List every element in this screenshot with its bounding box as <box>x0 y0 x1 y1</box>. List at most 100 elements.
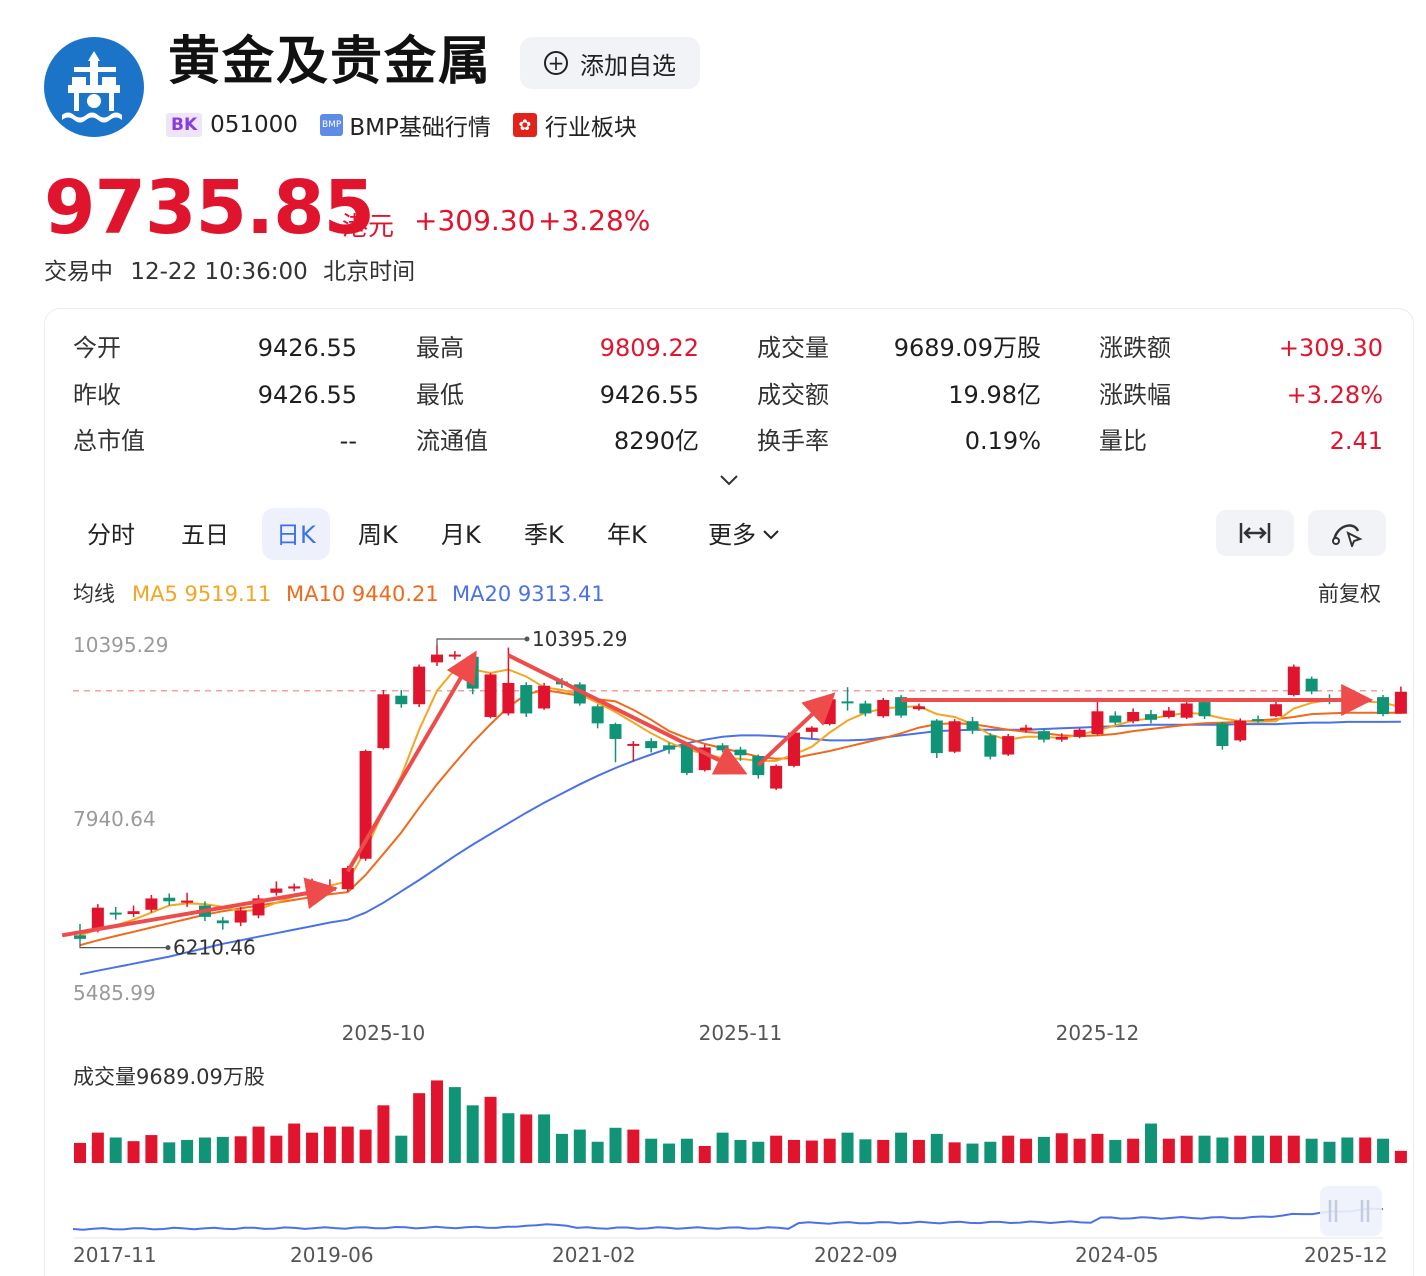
volume-bar[interactable] <box>1091 1133 1104 1163</box>
candle[interactable] <box>1020 724 1033 733</box>
volume-bar[interactable] <box>466 1105 479 1163</box>
candle[interactable] <box>520 682 533 717</box>
tab-4[interactable]: 月K <box>441 521 481 549</box>
volume-bar[interactable] <box>1216 1137 1229 1164</box>
volume-bar[interactable] <box>520 1114 533 1163</box>
adjust-mode-toggle[interactable]: 前复权 <box>1318 582 1381 606</box>
volume-bar[interactable] <box>270 1135 283 1163</box>
candle[interactable] <box>1055 733 1068 742</box>
volume-bar[interactable] <box>823 1138 836 1163</box>
volume-bar[interactable] <box>502 1113 515 1163</box>
candle[interactable] <box>109 906 122 920</box>
candle[interactable] <box>841 687 854 711</box>
candle[interactable] <box>1037 729 1050 743</box>
draw-tool-button[interactable] <box>1308 510 1386 556</box>
volume-bar[interactable] <box>448 1087 461 1163</box>
volume-bar[interactable] <box>591 1141 604 1163</box>
volume-bar[interactable] <box>1162 1138 1175 1163</box>
volume-bar[interactable] <box>734 1139 747 1163</box>
candle[interactable] <box>395 690 408 708</box>
volume-bar[interactable] <box>645 1138 658 1163</box>
volume-bar[interactable] <box>627 1129 640 1163</box>
candle[interactable] <box>288 883 301 892</box>
candle[interactable] <box>1091 701 1104 736</box>
candle[interactable] <box>680 743 693 776</box>
candle[interactable] <box>1145 709 1157 724</box>
more-chevron-icon[interactable] <box>762 528 780 542</box>
candle[interactable] <box>413 664 426 708</box>
volume-bar[interactable] <box>752 1141 765 1163</box>
candle[interactable] <box>181 892 194 907</box>
tab-6[interactable]: 年K <box>607 521 647 549</box>
volume-bar[interactable] <box>431 1080 443 1163</box>
candle[interactable] <box>1162 707 1175 719</box>
candle[interactable] <box>1234 718 1247 742</box>
volume-bar[interactable] <box>538 1114 551 1163</box>
fit-width-button[interactable] <box>1216 510 1294 556</box>
overview-range-handle[interactable] <box>1320 1186 1382 1236</box>
volume-bar[interactable] <box>877 1139 890 1163</box>
volume-bar[interactable] <box>788 1139 800 1163</box>
tab-3[interactable]: 周K <box>358 521 398 549</box>
candle[interactable] <box>448 651 461 660</box>
candle[interactable] <box>859 700 872 717</box>
volume-bar[interactable] <box>1359 1137 1372 1164</box>
volume-bar[interactable] <box>181 1139 194 1163</box>
candle[interactable] <box>627 741 640 762</box>
volume-bar[interactable] <box>377 1105 390 1163</box>
volume-bar[interactable] <box>395 1135 408 1163</box>
tab-5[interactable]: 季K <box>524 521 564 549</box>
candle[interactable] <box>948 719 961 754</box>
candle[interactable] <box>788 731 800 768</box>
candle[interactable] <box>163 893 176 906</box>
volume-bar[interactable] <box>74 1142 86 1163</box>
volume-bar[interactable] <box>895 1132 908 1163</box>
candle[interactable] <box>502 647 515 716</box>
volume-bar[interactable] <box>127 1141 140 1163</box>
volume-bar[interactable] <box>484 1096 497 1163</box>
volume-bar[interactable] <box>91 1132 104 1163</box>
candle[interactable] <box>145 894 158 913</box>
candle[interactable] <box>1377 694 1390 717</box>
candle[interactable] <box>591 704 604 729</box>
volume-bar[interactable] <box>698 1146 711 1163</box>
candle[interactable] <box>770 764 783 790</box>
volume-bar[interactable] <box>966 1143 979 1163</box>
expand-chevron-icon[interactable] <box>718 472 740 488</box>
volume-bar[interactable] <box>1002 1135 1015 1163</box>
volume-bar[interactable] <box>323 1126 336 1163</box>
candle[interactable] <box>1394 686 1407 714</box>
candle[interactable] <box>127 905 140 917</box>
volume-bar[interactable] <box>716 1132 729 1163</box>
candle[interactable] <box>930 719 943 759</box>
volume-bar[interactable] <box>234 1136 247 1163</box>
volume-bar[interactable] <box>805 1140 818 1163</box>
volume-bar[interactable] <box>1020 1138 1033 1163</box>
volume-bar[interactable] <box>198 1137 211 1164</box>
candle[interactable] <box>252 894 265 919</box>
candle[interactable] <box>1216 721 1229 750</box>
candle[interactable] <box>609 722 622 763</box>
volume-bar[interactable] <box>770 1135 783 1163</box>
candle[interactable] <box>645 738 658 753</box>
volume-bar[interactable] <box>1252 1135 1265 1163</box>
candle[interactable] <box>1252 715 1265 723</box>
candle[interactable] <box>538 682 551 710</box>
volume-bar[interactable] <box>109 1137 122 1164</box>
volume-bar[interactable] <box>555 1133 568 1163</box>
volume-bar[interactable] <box>984 1141 997 1163</box>
volume-bar[interactable] <box>859 1139 872 1163</box>
candle[interactable] <box>698 744 711 772</box>
candle[interactable] <box>1287 664 1300 697</box>
candle[interactable] <box>1127 708 1140 724</box>
candle[interactable] <box>234 906 247 927</box>
volume-bar[interactable] <box>1180 1135 1193 1163</box>
volume-bar[interactable] <box>1037 1136 1050 1163</box>
add-watchlist-button[interactable]: + 添加自选 <box>520 37 700 89</box>
candle[interactable] <box>377 690 390 750</box>
volume-bar[interactable] <box>145 1135 158 1163</box>
candle[interactable] <box>1305 676 1318 695</box>
volume-bar[interactable] <box>1377 1138 1390 1163</box>
tab-0[interactable]: 分时 <box>87 521 135 549</box>
volume-bar[interactable] <box>1234 1135 1247 1163</box>
